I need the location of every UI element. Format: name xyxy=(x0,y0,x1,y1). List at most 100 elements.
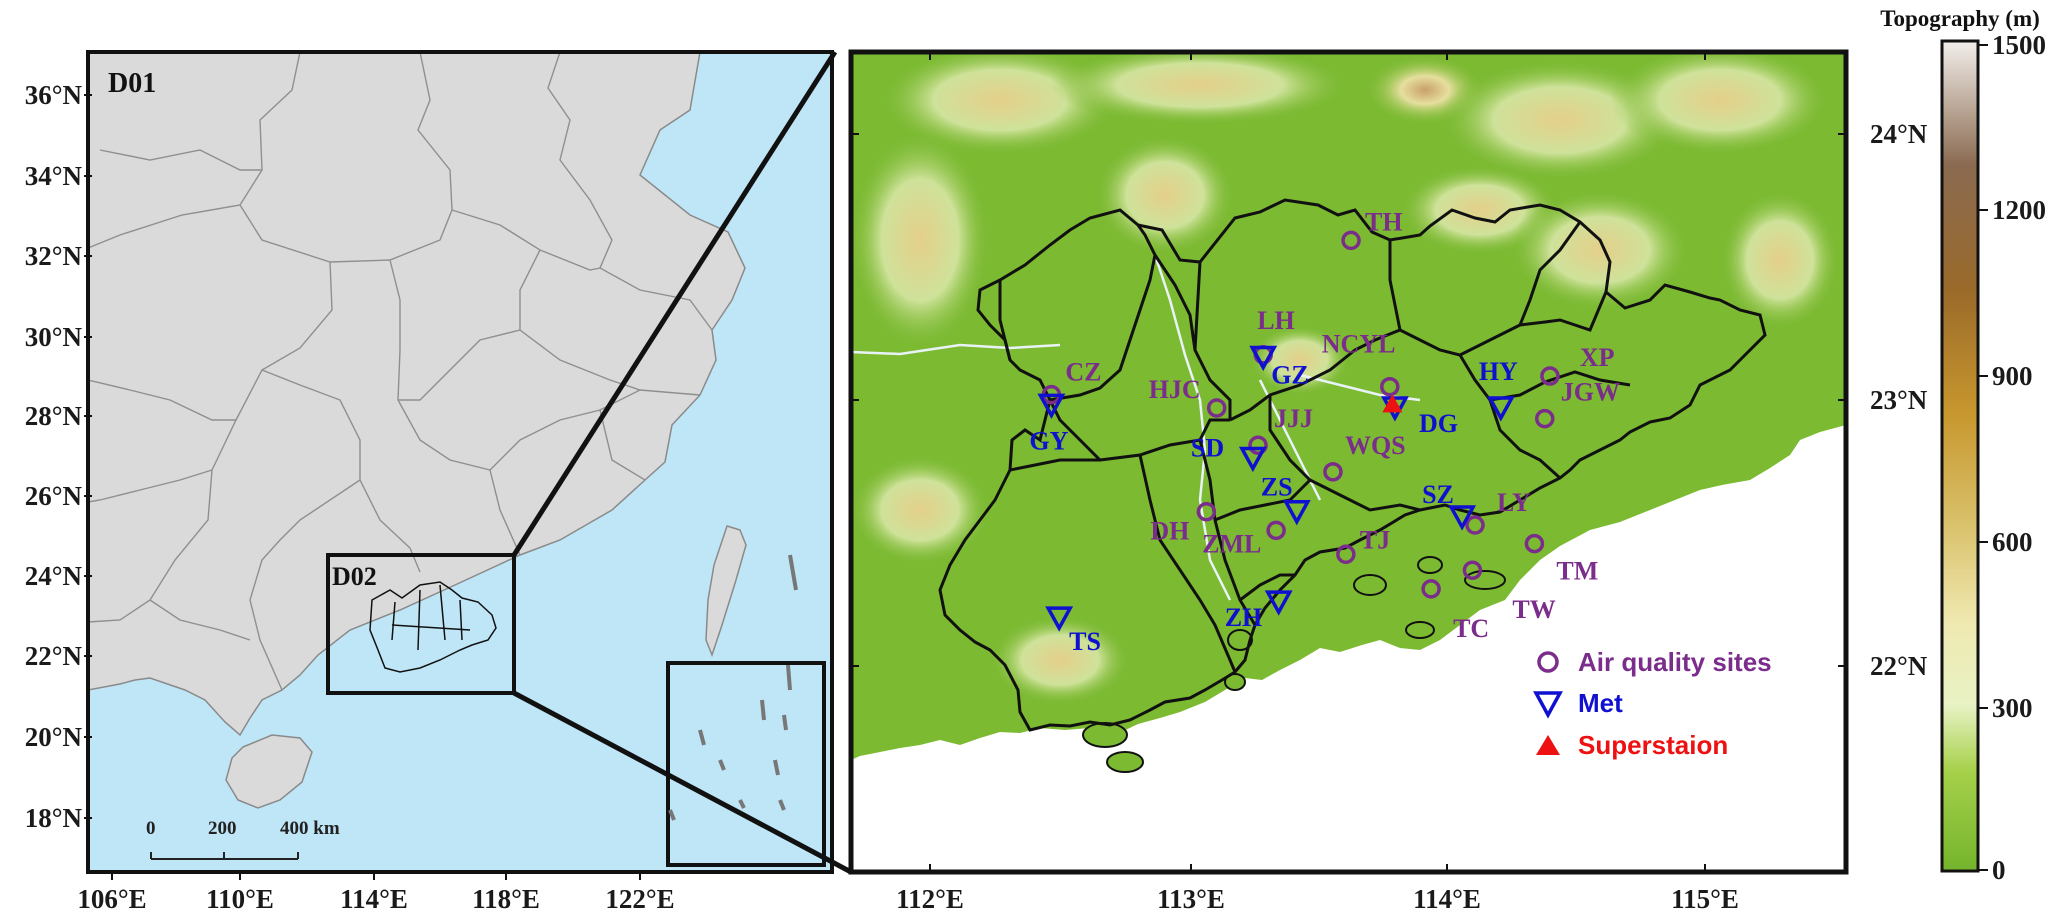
left-lat-label: 20°N xyxy=(25,722,83,752)
left-lon-axis: 106°E 110°E 114°E 118°E 122°E xyxy=(77,872,675,914)
met-site-label: TS xyxy=(1069,627,1101,656)
colorbar-tick: 300 xyxy=(1978,693,2033,723)
air-quality-site-label: JJJ xyxy=(1274,404,1313,433)
left-lat-label: 22°N xyxy=(25,641,83,671)
right-lat-tick: 22°N xyxy=(851,651,1928,681)
superstation-marker xyxy=(1382,394,1403,413)
colorbar-tick-label: 1200 xyxy=(1992,195,2046,225)
left-lon-tick: 110°E xyxy=(206,872,274,914)
hainan-island xyxy=(225,734,313,809)
air-quality-site-marker xyxy=(1524,533,1545,554)
air-quality-site-label: DH xyxy=(1150,517,1189,546)
city-boundaries xyxy=(938,198,1767,732)
right-lon-tick: 112°E xyxy=(896,52,964,914)
met-site-label: SD xyxy=(1191,434,1224,463)
left-lat-axis: 36°N 34°N 32°N 30°N 28°N 26°N 24°N 22°N … xyxy=(25,80,92,833)
air-quality-site-marker xyxy=(1336,544,1356,565)
colorbar-tick: 1500 xyxy=(1978,30,2046,60)
colorbar-tick: 0 xyxy=(1978,855,2006,885)
scale-label-200: 200 xyxy=(208,818,237,839)
met-site-marker xyxy=(1238,446,1267,473)
air-quality-site-label: JGW xyxy=(1561,378,1620,407)
d02-inset-label: D02 xyxy=(332,562,377,591)
right-lat-label: 23°N xyxy=(1870,385,1928,415)
air-quality-site-label: LY xyxy=(1497,488,1531,517)
air-quality-site-marker xyxy=(1421,579,1441,599)
legend-met-label: Met xyxy=(1578,688,1623,718)
left-lat-label: 30°N xyxy=(25,322,83,352)
left-lat-label: 28°N xyxy=(25,401,83,431)
right-lon-tick: 114°E xyxy=(1413,52,1481,914)
right-lon-tick: 115°E xyxy=(1671,52,1739,914)
left-map-panel: D01 D02 0 200 400 km 36°N xyxy=(25,50,834,914)
province-borders xyxy=(88,52,713,691)
left-lat-tick: 28°N xyxy=(25,401,92,431)
left-lon-label: 110°E xyxy=(206,884,274,914)
left-lon-label: 118°E xyxy=(472,884,540,914)
air-quality-site-label: XP xyxy=(1580,343,1615,372)
air-quality-site-label: TJ xyxy=(1360,525,1390,554)
coastal-islands xyxy=(1082,556,1506,773)
left-lon-tick: 114°E xyxy=(340,872,408,914)
left-lat-tick: 34°N xyxy=(25,161,92,191)
right-lon-label: 112°E xyxy=(896,884,964,914)
met-site-label: ZS xyxy=(1261,473,1293,502)
left-lon-label: 106°E xyxy=(77,884,146,914)
air-quality-site-marker xyxy=(1266,520,1286,541)
right-lat-label: 22°N xyxy=(1870,651,1928,681)
left-lat-label: 18°N xyxy=(25,803,83,833)
met-site-marker xyxy=(1486,396,1515,422)
left-lon-label: 114°E xyxy=(340,884,408,914)
map-legend: Air quality sites Met Superstaion xyxy=(1533,647,1772,760)
right-lon-label: 115°E xyxy=(1671,884,1739,914)
right-lon-label: 113°E xyxy=(1157,884,1225,914)
scale-bar: 0 200 400 km xyxy=(146,818,340,860)
d02-mini-outline xyxy=(369,581,497,673)
air-quality-site-marker xyxy=(1465,515,1485,535)
left-lon-tick: 122°E xyxy=(605,872,675,914)
left-lat-tick: 24°N xyxy=(25,561,92,591)
air-quality-site-label: TW xyxy=(1512,595,1555,624)
topography-colorbar: Topography (m) 1500 1200 900 600 300 0 xyxy=(1880,6,2046,885)
air-quality-site-label: TC xyxy=(1453,614,1489,643)
colorbar-tick: 600 xyxy=(1978,527,2033,557)
met-site-label: GZ xyxy=(1271,360,1309,389)
right-map-panel: TH CZ LH NCYL XP HJC JGW JJJ WQS DH ZML TJ LY TM TC TW G… xyxy=(848,49,1928,914)
air-quality-site-marker xyxy=(1535,408,1555,429)
islands-inset-box xyxy=(666,661,826,867)
left-lat-label: 32°N xyxy=(25,241,83,271)
legend-air-quality: Air quality sites xyxy=(1537,647,1772,677)
met-site-marker xyxy=(1448,505,1477,531)
scale-label-0: 0 xyxy=(146,818,156,839)
left-lat-tick: 36°N xyxy=(25,80,92,110)
met-site-marker xyxy=(1249,345,1278,372)
legend-met: Met xyxy=(1533,688,1623,719)
right-map-frame xyxy=(848,49,1849,875)
air-quality-site-marker xyxy=(1462,560,1483,580)
colorbar-tick-label: 1500 xyxy=(1992,30,2046,60)
air-quality-site-label: NCYL xyxy=(1322,330,1396,359)
colorbar-tick-label: 0 xyxy=(1992,855,2006,885)
left-lat-tick: 30°N xyxy=(25,322,92,352)
right-lat-axis: 24°N 23°N 22°N xyxy=(851,119,1928,681)
colorbar-tick: 1200 xyxy=(1978,195,2046,225)
air-quality-site-label: CZ xyxy=(1065,358,1101,387)
left-lon-tick: 118°E xyxy=(472,872,540,914)
air-quality-site-label: LH xyxy=(1257,306,1295,335)
left-lat-label: 34°N xyxy=(25,161,83,191)
d02-inset-box[interactable] xyxy=(326,553,516,695)
air-quality-site-label: WQS xyxy=(1345,431,1406,460)
air-quality-site-marker xyxy=(1380,376,1400,397)
right-lon-tick: 113°E xyxy=(1157,52,1225,914)
met-site-label: DG xyxy=(1419,409,1458,438)
colorbar-tick-label: 300 xyxy=(1992,693,2033,723)
met-site-marker xyxy=(1282,499,1311,526)
legend-superstation-label: Superstaion xyxy=(1578,730,1728,760)
left-lat-tick: 22°N xyxy=(25,641,92,671)
legend-superstation: Superstaion xyxy=(1536,730,1728,760)
met-site-label: HY xyxy=(1479,357,1518,386)
right-lat-label: 24°N xyxy=(1870,119,1928,149)
left-lat-label: 24°N xyxy=(25,561,83,591)
taiwan-island xyxy=(705,525,747,658)
